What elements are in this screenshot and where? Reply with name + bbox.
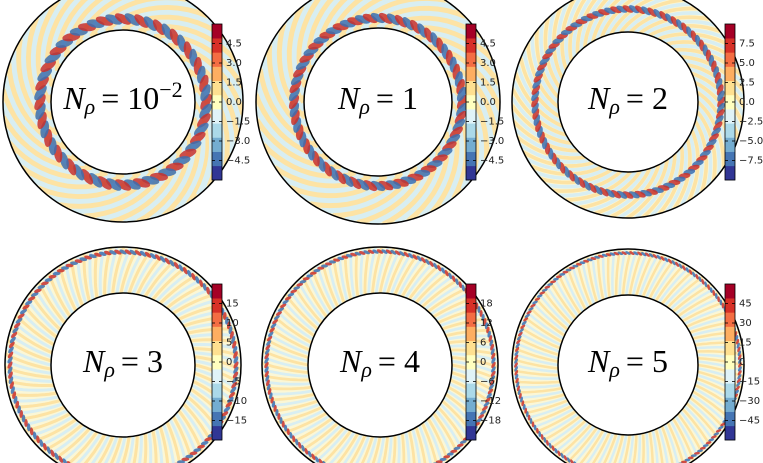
label-subscript: ρ bbox=[608, 357, 620, 382]
label-symbol: N bbox=[587, 80, 611, 116]
label-value: = 3 bbox=[121, 343, 163, 379]
label-symbol: N bbox=[82, 343, 106, 379]
colorbar-tick-label: −1.5 bbox=[480, 117, 504, 128]
colorbar: 4.5 3.0 1.5 0.0 −1.5 −3.0 −4.5 bbox=[465, 23, 504, 181]
outer-boundary bbox=[261, 246, 499, 463]
colorbar-tick-label: 0.0 bbox=[480, 97, 496, 108]
panel-label: Nρ = 10−2 bbox=[62, 77, 182, 118]
annulus-field bbox=[3, 0, 243, 222]
colorbar-tick-label: −4.5 bbox=[226, 156, 250, 167]
label-symbol: N bbox=[587, 343, 611, 379]
panel-label: Nρ = 3 bbox=[82, 343, 163, 381]
outer-boundary bbox=[511, 248, 745, 463]
label-value: = 10 bbox=[101, 80, 159, 116]
colorbar: 15 10 5 0 −5 −10 −15 bbox=[211, 283, 247, 441]
colorbar-tick-label: 3.0 bbox=[480, 58, 496, 69]
colorbar-tick-label: 0 bbox=[226, 357, 232, 368]
colorbar-tick-label: 3.0 bbox=[226, 58, 242, 69]
inner-boundary bbox=[557, 294, 699, 436]
colorbar-tick-label: −2.5 bbox=[739, 117, 763, 128]
panel-label: Nρ = 1 bbox=[337, 80, 418, 118]
colorbar-tick-label: −3.0 bbox=[480, 136, 504, 147]
label-subscript: ρ bbox=[358, 94, 370, 119]
inner-boundary bbox=[307, 292, 453, 438]
colorbar-tick-label: −5.0 bbox=[739, 136, 763, 147]
label-subscript: ρ bbox=[608, 94, 620, 119]
colorbar-tick-label: 4.5 bbox=[480, 39, 496, 50]
colorbar-tick-label: −45 bbox=[739, 416, 760, 427]
panel: Nρ = 2 7.5 5.0 2.5 0.0 −2.5 −5.0 −7.5 bbox=[511, 0, 763, 219]
colorbar-tick-label: 1.5 bbox=[480, 78, 496, 89]
label-value: = 2 bbox=[626, 80, 668, 116]
inner-boundary bbox=[557, 31, 699, 173]
colorbar-tick-label: 0 bbox=[480, 357, 486, 368]
colorbar-tick-label: 30 bbox=[739, 318, 752, 329]
panel-label: Nρ = 4 bbox=[339, 343, 420, 381]
colorbar-tick-label: 4.5 bbox=[226, 39, 242, 50]
colorbar-tick-label: −4.5 bbox=[480, 156, 504, 167]
colorbar-tick-label: −6 bbox=[480, 377, 495, 388]
outer-boundary bbox=[255, 0, 501, 225]
colorbar-tick-label: −12 bbox=[480, 396, 501, 407]
colorbar: 7.5 5.0 2.5 0.0 −2.5 −5.0 −7.5 bbox=[724, 23, 763, 181]
colorbar: 18 12 6 0 −6 −12 −18 bbox=[465, 283, 501, 441]
panel: Nρ = 3 15 10 5 0 −5 −10 −15 bbox=[4, 246, 247, 463]
colorbar-tick-label: 10 bbox=[226, 318, 239, 329]
outer-boundary bbox=[4, 246, 242, 463]
colorbar-tick-label: 15 bbox=[739, 338, 752, 349]
outer-boundary bbox=[2, 0, 244, 223]
label-symbol: N bbox=[62, 80, 86, 116]
panel-label: Nρ = 2 bbox=[587, 80, 668, 118]
inner-boundary bbox=[50, 29, 196, 175]
colorbar-tick-label: 0 bbox=[739, 357, 745, 368]
colorbar-tick-label: 12 bbox=[480, 318, 493, 329]
colorbar-tick-label: 6 bbox=[480, 338, 486, 349]
colorbar-tick-label: −15 bbox=[739, 377, 760, 388]
label-symbol: N bbox=[337, 80, 361, 116]
colorbar-tick-label: 2.5 bbox=[739, 78, 755, 89]
label-symbol: N bbox=[339, 343, 363, 379]
label-value: = 4 bbox=[378, 343, 420, 379]
panel: Nρ = 10−2 4.5 3.0 1.5 0.0 −1.5 −3.0 −4.5 bbox=[2, 0, 250, 223]
panel: Nρ = 5 45 30 15 0 −15 −30 −45 bbox=[511, 248, 760, 463]
colorbar-tick-label: 18 bbox=[480, 299, 493, 310]
colorbar-tick-label: −15 bbox=[226, 416, 247, 427]
colorbar-tick-label: −30 bbox=[739, 396, 760, 407]
annulus-field bbox=[256, 0, 500, 224]
colorbar-tick-label: 5.0 bbox=[739, 58, 755, 69]
colorbar-tick-label: 0.0 bbox=[739, 97, 755, 108]
colorbar-tick-label: 15 bbox=[226, 299, 239, 310]
colorbar-tick-label: −3.0 bbox=[226, 136, 250, 147]
label-exponent: −2 bbox=[159, 77, 182, 102]
label-value: = 5 bbox=[626, 343, 668, 379]
colorbar-tick-label: 0.0 bbox=[226, 97, 242, 108]
colorbar-tick-label: 5 bbox=[226, 338, 232, 349]
panel: Nρ = 4 18 12 6 0 −6 −12 −18 bbox=[261, 246, 501, 463]
panel: Nρ = 1 4.5 3.0 1.5 0.0 −1.5 −3.0 −4.5 bbox=[255, 0, 504, 225]
outer-boundary bbox=[511, 0, 745, 219]
colorbar-tick-label: 7.5 bbox=[739, 39, 755, 50]
label-value: = 1 bbox=[376, 80, 418, 116]
label-subscript: ρ bbox=[84, 94, 96, 119]
colorbar: 4.5 3.0 1.5 0.0 −1.5 −3.0 −4.5 bbox=[211, 23, 250, 181]
colorbar-tick-label: −18 bbox=[480, 416, 501, 427]
colorbar-tick-label: −5 bbox=[226, 377, 241, 388]
colorbar-tick-label: 45 bbox=[739, 299, 752, 310]
colorbar: 45 30 15 0 −15 −30 −45 bbox=[724, 283, 760, 441]
colorbar-tick-label: −7.5 bbox=[739, 156, 763, 167]
panel-label: Nρ = 5 bbox=[587, 343, 668, 381]
label-subscript: ρ bbox=[360, 357, 372, 382]
inner-boundary bbox=[303, 27, 453, 177]
colorbar-tick-label: 1.5 bbox=[226, 78, 242, 89]
colorbar-tick-label: −10 bbox=[226, 396, 247, 407]
inner-boundary bbox=[50, 292, 196, 438]
colorbar-tick-label: −1.5 bbox=[226, 117, 250, 128]
label-subscript: ρ bbox=[103, 357, 115, 382]
